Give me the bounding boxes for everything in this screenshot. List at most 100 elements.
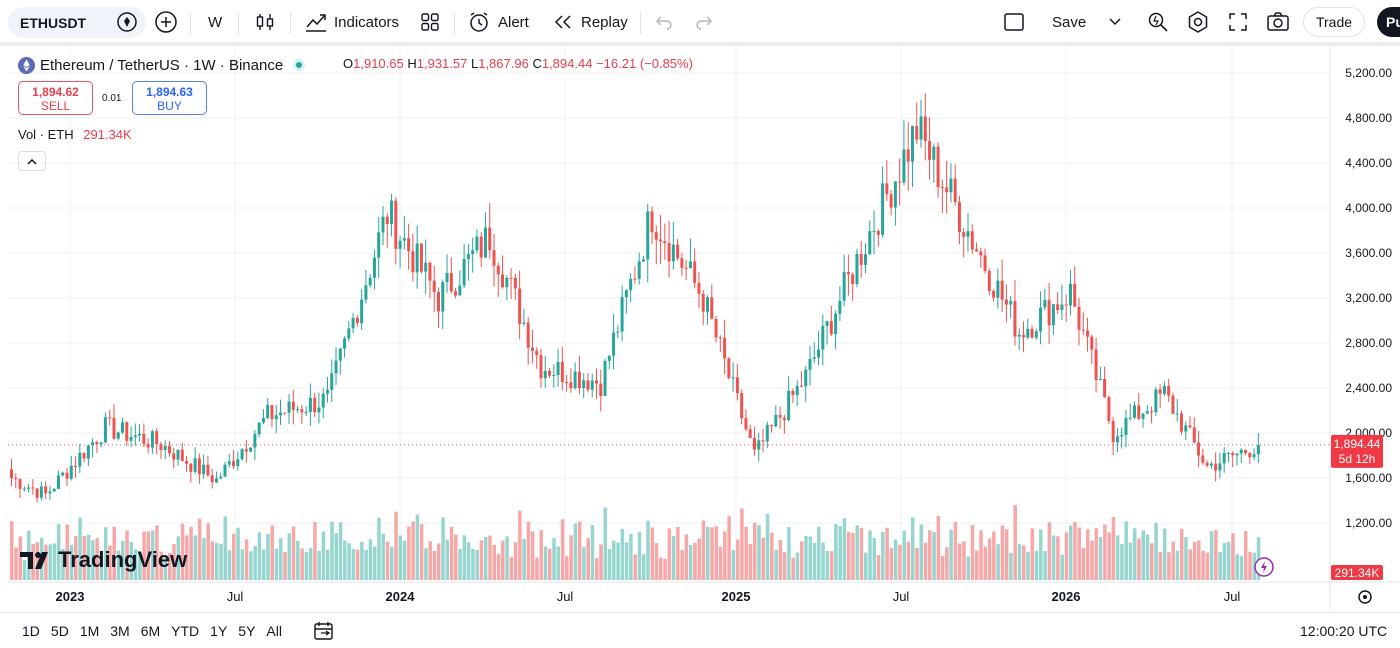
volume-bar — [817, 526, 821, 580]
candle-body — [1081, 329, 1085, 331]
volume-bar — [1004, 529, 1009, 580]
collapse-legend-button[interactable] — [18, 151, 46, 171]
candle-body — [334, 360, 338, 374]
time-axis-label: Jul — [227, 589, 244, 604]
range-ytd[interactable]: YTD — [171, 622, 200, 639]
candle-body — [957, 202, 961, 233]
candle-body — [539, 355, 543, 379]
symbol-legend[interactable]: Ethereum / TetherUS · 1W · Binance — [18, 55, 306, 75]
volume-bar — [1175, 550, 1180, 580]
fullscreen-icon[interactable] — [1228, 0, 1248, 44]
add-symbol-icon[interactable] — [154, 0, 178, 44]
volume-bar — [1090, 540, 1094, 580]
sell-button[interactable]: 1,894.62 SELL — [18, 81, 93, 115]
candle-body — [185, 461, 189, 464]
layout-icon[interactable] — [1003, 0, 1025, 44]
volume-bar — [74, 536, 78, 580]
range-1m[interactable]: 1M — [79, 622, 100, 639]
candle-body — [454, 291, 458, 296]
price-axis-label: 2,800.00 — [1345, 336, 1392, 350]
volume-bar — [428, 541, 432, 580]
favorite-icon[interactable] — [116, 0, 138, 44]
volume-bar — [590, 525, 595, 580]
candle-body — [526, 322, 530, 348]
redo-icon[interactable] — [695, 0, 713, 44]
volume-bar — [385, 541, 390, 580]
range-1y[interactable]: 1Y — [210, 622, 228, 639]
volume-bar — [129, 541, 134, 580]
clock-timezone[interactable]: 12:00:20 UTC — [1300, 622, 1388, 639]
volume-bar — [1222, 542, 1227, 580]
volume-bar — [44, 544, 48, 580]
indicators-button[interactable]: Indicators — [304, 0, 399, 44]
settings-icon[interactable] — [1186, 0, 1210, 44]
candle-body — [1039, 307, 1043, 332]
candle-body — [1222, 453, 1226, 464]
save-button[interactable]: Save — [1052, 13, 1087, 31]
snapshot-camera-icon[interactable] — [1266, 0, 1290, 44]
candle-body — [14, 478, 18, 480]
volume-bar — [31, 544, 35, 580]
candle-body — [206, 464, 210, 476]
sell-price: 1,894.62 — [32, 85, 79, 99]
candle-body — [1184, 425, 1188, 432]
volume-bar — [842, 518, 847, 580]
range-1d[interactable]: 1D — [22, 622, 40, 639]
candle-body — [945, 187, 949, 193]
symbol-name[interactable]: ETHUSDT — [20, 14, 87, 31]
candle-body — [812, 357, 816, 359]
volume-bar — [505, 536, 509, 580]
range-5d[interactable]: 5D — [50, 622, 69, 639]
candle-body — [799, 385, 803, 387]
volume-legend[interactable]: Vol · ETH 291.34K — [18, 127, 132, 142]
volume-bar — [535, 557, 539, 580]
volume-bar — [970, 525, 975, 580]
volume-bar — [219, 543, 223, 580]
range-3m[interactable]: 3M — [110, 622, 130, 639]
candle-body — [791, 390, 795, 396]
templates-icon[interactable] — [420, 0, 440, 44]
buy-button[interactable]: 1,894.63 BUY — [132, 81, 207, 115]
volume-bar — [829, 551, 834, 580]
date-range-calendar-icon[interactable] — [313, 613, 335, 648]
volume-bar — [629, 533, 633, 580]
publish-button[interactable]: Pu — [1377, 7, 1400, 37]
volume-bar — [466, 542, 471, 580]
range-all[interactable]: All — [266, 622, 282, 639]
save-menu-chevron-icon[interactable] — [1109, 0, 1121, 44]
axis-settings-icon[interactable] — [1358, 590, 1372, 604]
current-price-tag — [1331, 434, 1383, 468]
volume-bar — [727, 516, 731, 580]
price-chart[interactable]: 5,200.00 4,800.00 4,400.00 4,000.00 3,600.00… — [8, 46, 1400, 610]
range-5y[interactable]: 5Y — [238, 622, 256, 639]
volume-bar — [193, 535, 198, 580]
candle-body — [906, 149, 910, 162]
volume-bar — [125, 530, 129, 580]
volume-bar — [718, 546, 723, 580]
quick-search-icon[interactable] — [1146, 0, 1170, 44]
volume-bar — [1188, 549, 1193, 580]
symbol-search[interactable] — [8, 7, 146, 38]
volume-bar — [458, 548, 462, 580]
alert-button[interactable]: Alert — [467, 0, 529, 44]
replay-button[interactable]: Replay — [553, 0, 628, 44]
volume-bar — [603, 507, 608, 580]
undo-icon[interactable] — [655, 0, 673, 44]
interval-button[interactable]: W — [208, 13, 223, 31]
candle-body — [778, 414, 782, 418]
trade-button[interactable]: Trade — [1303, 7, 1365, 37]
volume-bar — [650, 527, 654, 580]
candle-body — [1197, 442, 1201, 456]
volume-bar — [838, 526, 842, 580]
candle-body — [95, 442, 99, 445]
volume-bar — [108, 545, 112, 580]
candle-body — [338, 348, 342, 361]
candles-icon[interactable] — [254, 0, 276, 44]
range-6m[interactable]: 6M — [140, 622, 161, 639]
candle-body — [1021, 334, 1025, 338]
candle-body — [855, 254, 859, 285]
candle-body — [1171, 395, 1175, 414]
volume-bar — [35, 542, 40, 580]
candle-body — [411, 251, 415, 273]
volume-bar — [1060, 554, 1064, 580]
